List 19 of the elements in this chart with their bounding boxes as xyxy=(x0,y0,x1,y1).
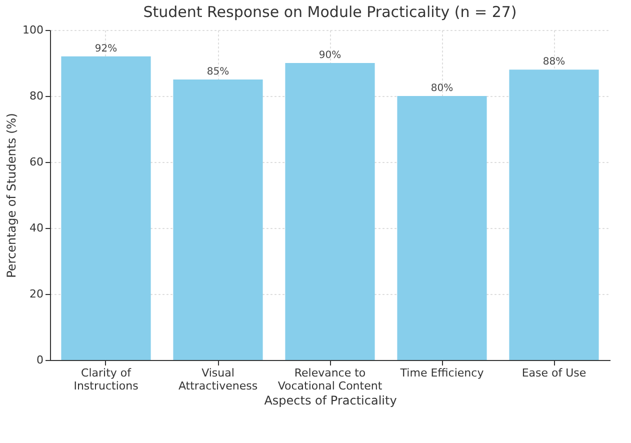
x-axis-title: Aspects of Practicality xyxy=(264,394,397,408)
y-tick-label: 20 xyxy=(30,288,44,300)
chart-title: Student Response on Module Practicality (n = 27) xyxy=(143,3,517,21)
y-axis-title: Percentage of Students (%) xyxy=(4,113,19,278)
data-label: 85% xyxy=(206,66,230,78)
x-tick-label: Relevance to Vocational Content xyxy=(278,366,383,392)
data-label: 88% xyxy=(542,56,566,68)
y-tick-label: 0 xyxy=(36,354,44,366)
y-tick-label: 100 xyxy=(22,24,44,36)
x-tick-label: Clarity of Instructions xyxy=(74,366,139,392)
data-label: 90% xyxy=(318,50,342,61)
x-tick-label: Visual Attractiveness xyxy=(178,366,258,392)
x-tick-label: Time Efficiency xyxy=(399,366,484,380)
x-tick-label: Ease of Use xyxy=(522,366,586,380)
data-label: 80% xyxy=(430,83,454,94)
y-tick-label: 40 xyxy=(30,222,44,234)
data-label: 92% xyxy=(94,43,118,54)
y-tick-label: 60 xyxy=(30,156,44,168)
y-tick-label: 80 xyxy=(30,90,44,102)
